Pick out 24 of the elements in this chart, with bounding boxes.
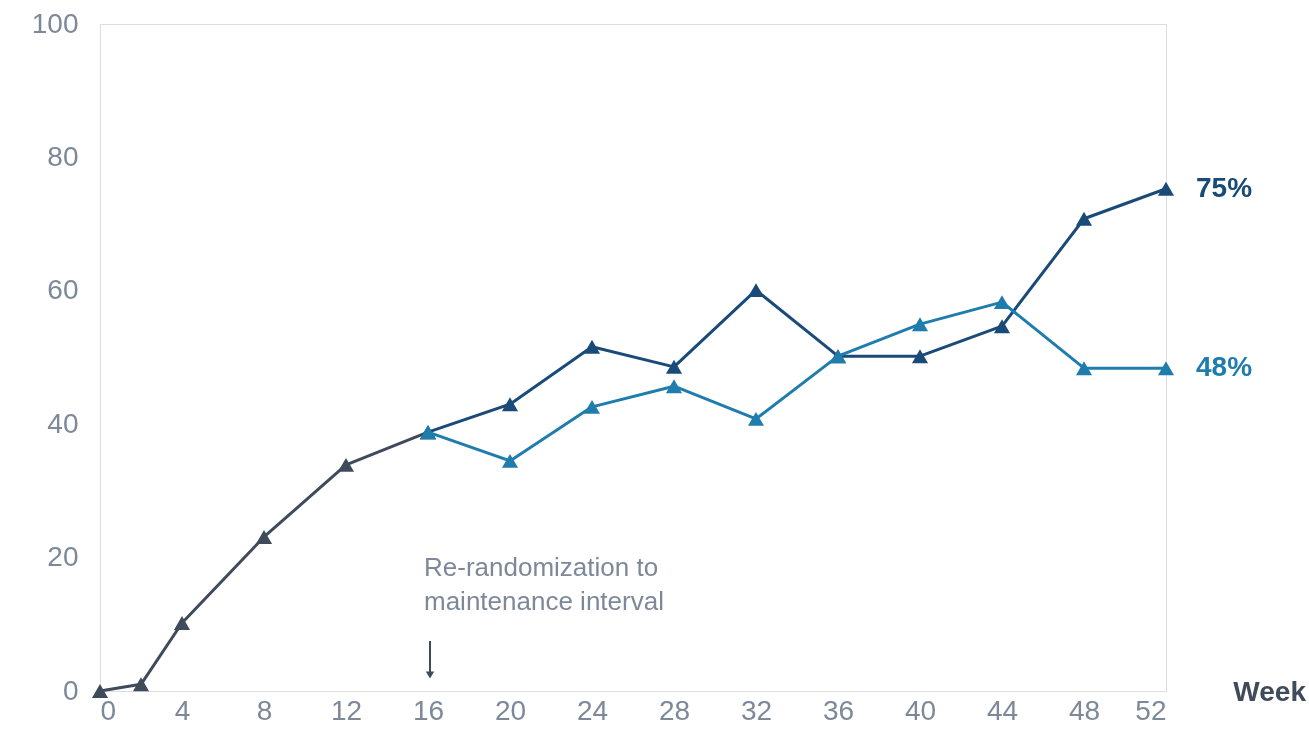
x-tick-label: 48 — [1068, 694, 1101, 726]
y-tick-label: 100 — [31, 7, 79, 39]
y-tick-label: 40 — [47, 407, 79, 439]
x-tick-label: 32 — [740, 694, 773, 726]
x-tick-label: 44 — [986, 694, 1019, 726]
annotation: Re-randomization to maintenance interval — [424, 552, 664, 616]
x-tick-label: 8 — [256, 694, 273, 726]
y-tick-label: 60 — [47, 274, 79, 306]
x-tick-label: 12 — [330, 694, 363, 726]
x-tick-label: 16 — [412, 694, 445, 726]
y-tick-label: 0 — [62, 674, 79, 706]
y-tick-label: 20 — [47, 541, 79, 573]
x-tick-label: 52 — [1135, 694, 1167, 726]
x-tick-label: 24 — [576, 694, 609, 726]
series-label: 75% — [1196, 171, 1253, 203]
series-label: 48% — [1196, 351, 1253, 383]
x-tick-label: 20 — [494, 694, 527, 726]
x-tick-label: 4 — [174, 694, 191, 726]
x-tick-label: 40 — [904, 694, 937, 726]
x-tick-label: 0 — [100, 694, 117, 726]
y-tick-label: 80 — [47, 140, 79, 172]
x-axis-title: Week — [1233, 676, 1307, 707]
x-tick-label: 28 — [658, 694, 691, 726]
x-tick-label: 36 — [822, 694, 855, 726]
